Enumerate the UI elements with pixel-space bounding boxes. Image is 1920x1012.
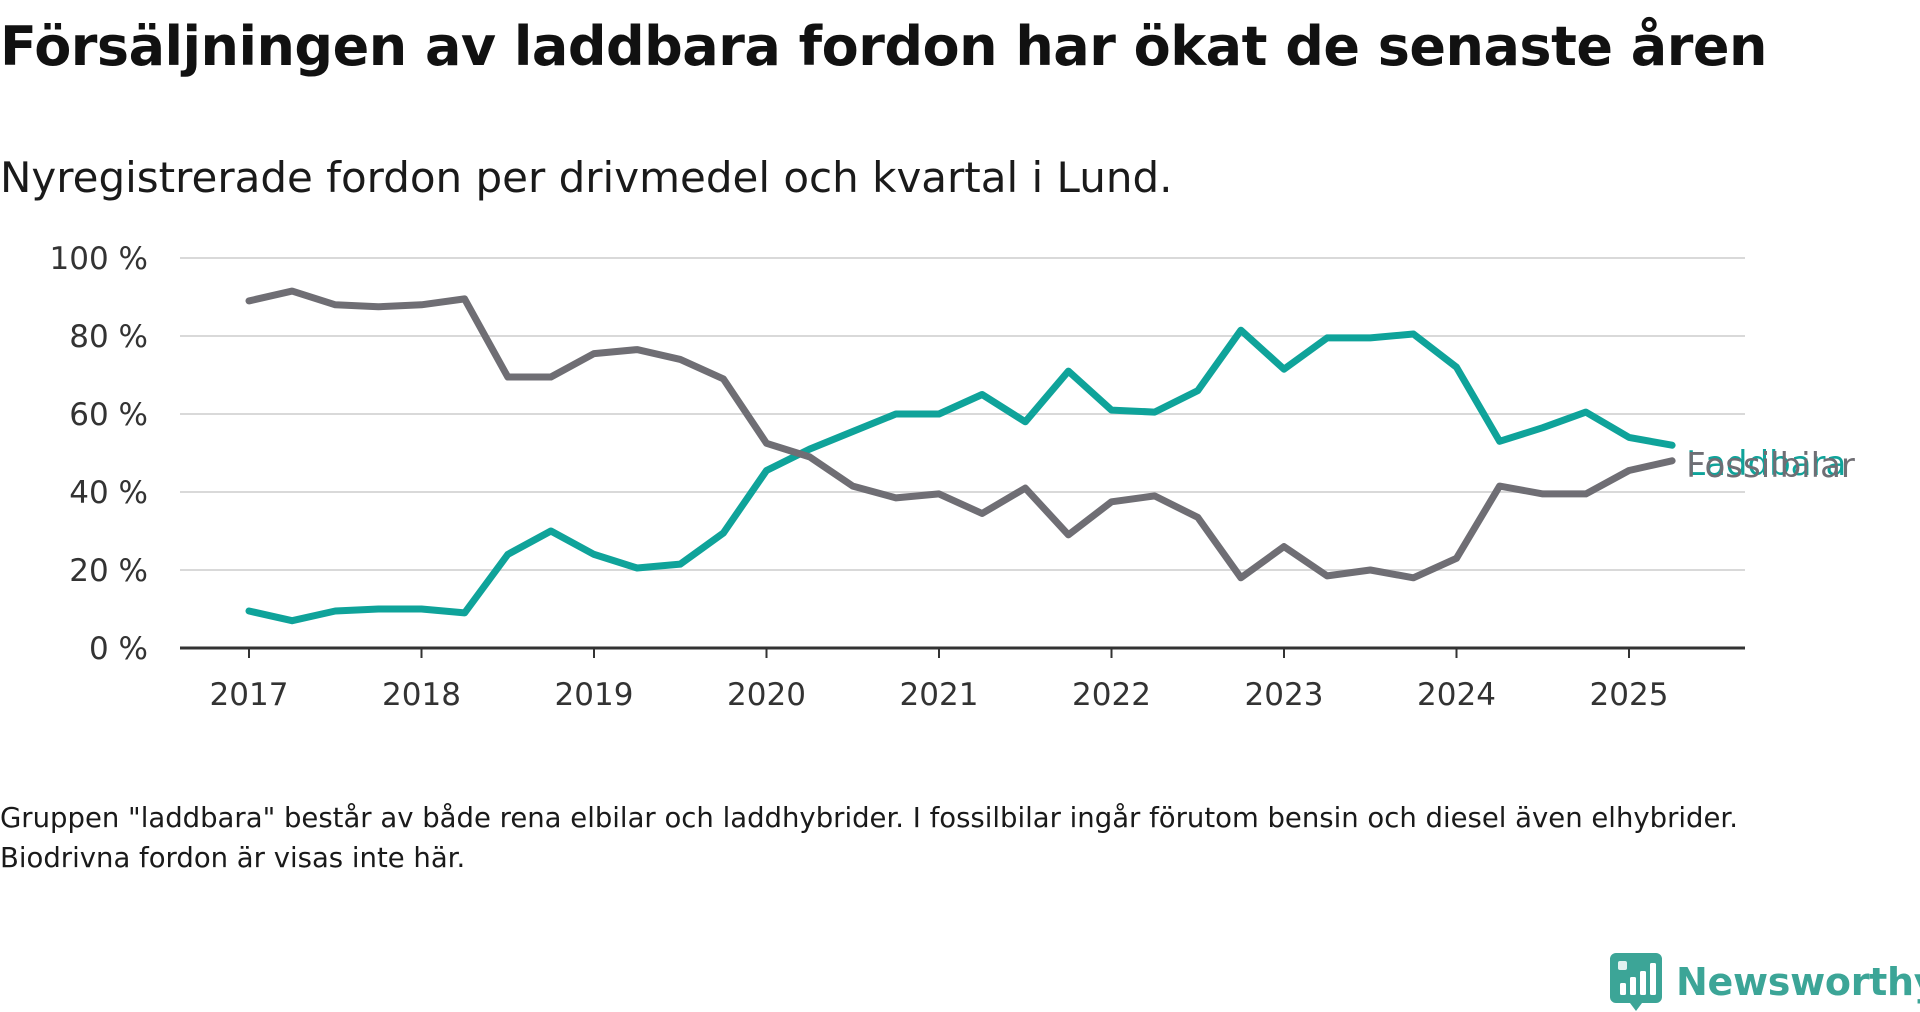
x-tick-label: 2020 bbox=[727, 677, 806, 713]
x-axis-ticks: 2017 2018 2019 2020 2021 2022 2023 2024 2025 bbox=[210, 648, 1669, 713]
y-tick-label: 60 % bbox=[69, 397, 148, 433]
series-label-laddbara: Laddbara bbox=[1686, 444, 1846, 484]
brand[interactable]: Newsworthy bbox=[1610, 952, 1920, 1012]
x-tick-label: 2018 bbox=[382, 677, 461, 713]
y-tick-label: 80 % bbox=[69, 319, 148, 355]
series-line-fossilbilar bbox=[245, 287, 1676, 582]
y-tick-label: 100 % bbox=[50, 241, 148, 277]
x-tick-label: 2019 bbox=[555, 677, 634, 713]
x-tick-label: 2025 bbox=[1590, 677, 1669, 713]
x-tick-label: 2017 bbox=[210, 677, 289, 713]
y-axis-ticks: 0 % 20 % 40 % 60 % 80 % 100 % bbox=[50, 241, 148, 667]
y-tick-label: 0 % bbox=[89, 631, 148, 667]
series-line-laddbara bbox=[245, 326, 1676, 625]
y-tick-label: 40 % bbox=[69, 475, 148, 511]
series-label-fossilbilar: Fossilbilar bbox=[1686, 446, 1855, 486]
x-tick-label: 2021 bbox=[900, 677, 979, 713]
y-tick-label: 20 % bbox=[69, 553, 148, 589]
brand-name: Newsworthy bbox=[1676, 960, 1920, 1004]
x-tick-label: 2024 bbox=[1417, 677, 1496, 713]
series-lines bbox=[245, 287, 1676, 625]
x-tick-label: 2023 bbox=[1245, 677, 1324, 713]
footnote: Gruppen "laddbara" består av både rena e… bbox=[0, 802, 1738, 874]
chart-title: Försäljningen av laddbara fordon har öka… bbox=[0, 15, 1767, 78]
newsworthy-logo-icon bbox=[1610, 953, 1662, 1011]
chart-subtitle: Nyregistrerade fordon per drivmedel och … bbox=[0, 153, 1173, 202]
gridlines bbox=[180, 257, 1745, 650]
line-chart: 0 % 20 % 40 % 60 % 80 % 100 % 2017 2018 2019 202… bbox=[50, 241, 1855, 713]
x-tick-label: 2022 bbox=[1072, 677, 1151, 713]
